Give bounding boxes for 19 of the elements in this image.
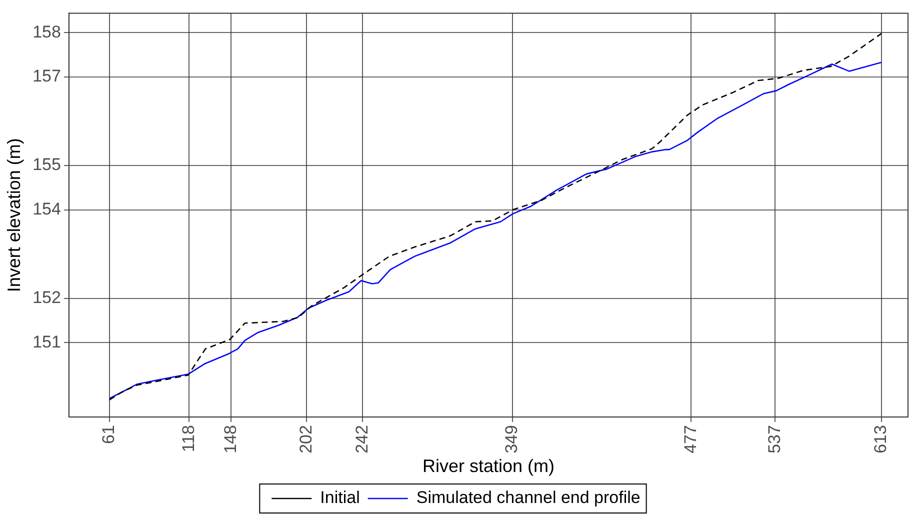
y-tick-label: 157 [32,66,61,86]
y-tick-label: 155 [32,155,61,174]
x-tick-label: 613 [871,425,890,454]
legend-label: Initial [320,488,360,508]
x-tick-label: 537 [764,425,784,454]
y-tick-label: 154 [32,199,61,218]
x-tick-label: 61 [99,425,118,444]
x-tick-label: 148 [220,425,240,454]
y-tick-label: 151 [32,332,61,352]
x-tick-label: 118 [178,425,198,452]
legend-label: Simulated channel end profile [416,488,640,508]
y-tick-label: 158 [32,22,61,42]
x-tick-label: 349 [502,425,521,454]
y-axis-title: Invert elevation (m) [4,138,24,292]
y-tick-label: 152 [32,288,61,308]
x-tick-label: 202 [296,425,316,454]
x-tick-label: 242 [352,425,372,454]
x-axis-title: River station (m) [422,456,554,476]
x-tick-label: 477 [680,425,700,454]
